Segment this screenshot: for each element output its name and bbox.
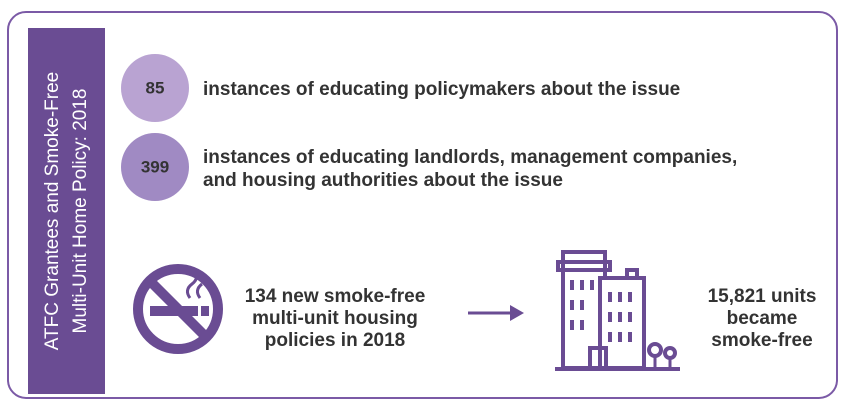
policies-line: new smoke-free	[282, 286, 426, 307]
sidebar	[28, 28, 105, 394]
sidebar-line: Multi-Unit Home Policy: 2018	[70, 89, 91, 334]
sidebar-title: ATFC Grantees and Smoke-Free Multi-Unit …	[42, 72, 91, 350]
policies-line: multi-unit housing	[252, 308, 418, 329]
stat-text: instances of educating landlords, manage…	[203, 147, 737, 168]
policies-text: 134 new smoke-free	[245, 286, 426, 307]
policies-number: 134	[245, 286, 277, 307]
stat-text: and housing authorities about the issue	[203, 170, 563, 191]
result-number: 15,821	[708, 286, 767, 307]
result-line: smoke-free	[711, 330, 812, 351]
arrow	[468, 305, 524, 321]
result-line: became	[727, 308, 798, 329]
stat-circle	[121, 133, 189, 201]
frame	[7, 11, 838, 399]
result-text: 15,821 units	[708, 286, 817, 307]
stat-text: instances of educating policymakers abou…	[203, 79, 680, 100]
buildings-icon	[555, 250, 680, 371]
policies-line: policies in 2018	[265, 330, 405, 351]
sidebar-line: ATFC Grantees and Smoke-Free	[42, 72, 63, 350]
no-smoking-icon	[133, 264, 223, 354]
stat-value: 85	[146, 78, 165, 97]
result-line: units	[771, 286, 816, 307]
stat-value: 399	[141, 157, 169, 176]
stat-circle	[121, 54, 189, 122]
